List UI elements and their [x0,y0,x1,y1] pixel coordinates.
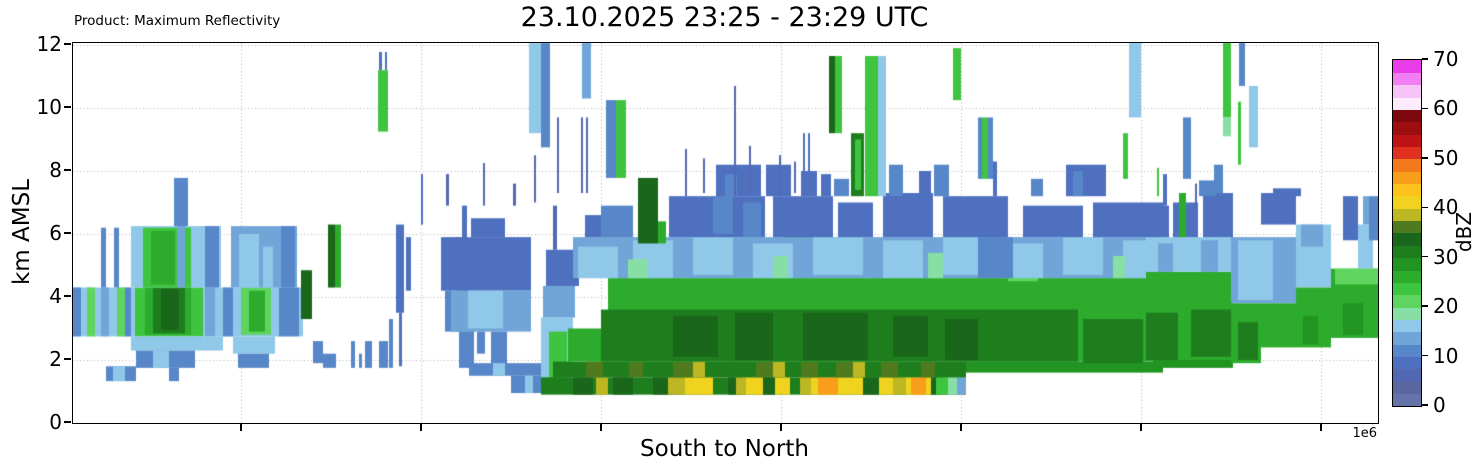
colorbar [1392,59,1422,407]
colorbar-tick-mark [1422,58,1428,60]
y-tick-mark [64,421,71,423]
colorbar-band [1393,282,1421,296]
colorbar-band [1393,195,1421,209]
colorbar-band [1393,233,1421,246]
colorbar-band [1393,146,1421,160]
x-tick-mark [1320,423,1322,431]
colorbar-band [1393,368,1421,382]
x-tick-mark [240,423,242,431]
y-tick-mark [64,295,71,297]
colorbar-band [1393,331,1421,345]
colorbar-tick-mark [1422,354,1428,357]
colorbar-tick-label: 0 [1433,393,1446,417]
x-tick-mark [600,423,602,431]
y-tick-label: 8 [49,157,62,182]
colorbar-band [1393,257,1421,271]
y-tick-label: 0 [49,410,62,434]
y-tick-label: 4 [49,283,62,308]
y-tick-mark [64,358,71,360]
x-tick-mark [960,423,962,431]
x-axis-label: South to North [640,436,809,462]
colorbar-band [1393,381,1421,395]
colorbar-band [1393,208,1421,222]
y-tick-label: 6 [49,220,62,245]
y-tick-label: 12 [36,31,62,56]
y-tick-mark [64,106,71,108]
colorbar-band [1393,84,1421,98]
chart-title: 23.10.2025 23:25 - 23:29 UTC [520,2,929,33]
colorbar-tick-mark [1422,206,1428,208]
colorbar-tick-mark [1422,157,1428,159]
product-annotation: Product: Maximum Reflectivity [74,13,281,29]
plot-area [72,42,1379,424]
x-axis-offset-label: 1e6 [1352,426,1377,441]
colorbar-tick-label: 20 [1433,294,1459,319]
colorbar-band [1393,294,1421,308]
colorbar-label: dBZ [1452,211,1476,253]
colorbar-band [1393,356,1421,370]
x-tick-mark [1140,423,1142,431]
colorbar-band [1393,121,1421,135]
colorbar-tick-label: 50 [1433,145,1459,170]
y-tick-mark [64,232,71,234]
colorbar-tick-label: 60 [1433,96,1459,121]
colorbar-tick-label: 30 [1433,244,1459,269]
colorbar-band [1393,109,1421,123]
x-tick-mark [780,423,782,431]
colorbar-band [1393,60,1421,73]
colorbar-tick-label: 40 [1433,195,1459,220]
colorbar-band [1393,171,1421,185]
x-tick-mark [420,423,422,431]
colorbar-tick-label: 10 [1433,343,1459,368]
colorbar-tick-mark [1422,107,1428,110]
colorbar-band [1393,158,1421,172]
colorbar-band [1393,393,1421,407]
colorbar-tick-mark [1422,305,1428,307]
y-tick-mark [64,169,71,171]
colorbar-band [1393,245,1421,259]
colorbar-band [1393,72,1421,86]
colorbar-band [1393,270,1421,283]
colorbar-band [1393,134,1421,147]
y-tick-label: 2 [49,346,62,371]
colorbar-band [1393,183,1421,197]
colorbar-band [1393,97,1421,110]
y-tick-label: 10 [36,94,62,119]
colorbar-tick-mark [1422,256,1428,258]
colorbar-tick-label: 70 [1433,47,1459,71]
colorbar-band [1393,319,1421,333]
y-tick-mark [64,43,71,45]
colorbar-band [1393,344,1421,358]
colorbar-band [1393,220,1421,234]
colorbar-band [1393,307,1421,320]
colorbar-tick-mark [1422,404,1428,406]
plot-canvas [73,43,1378,423]
